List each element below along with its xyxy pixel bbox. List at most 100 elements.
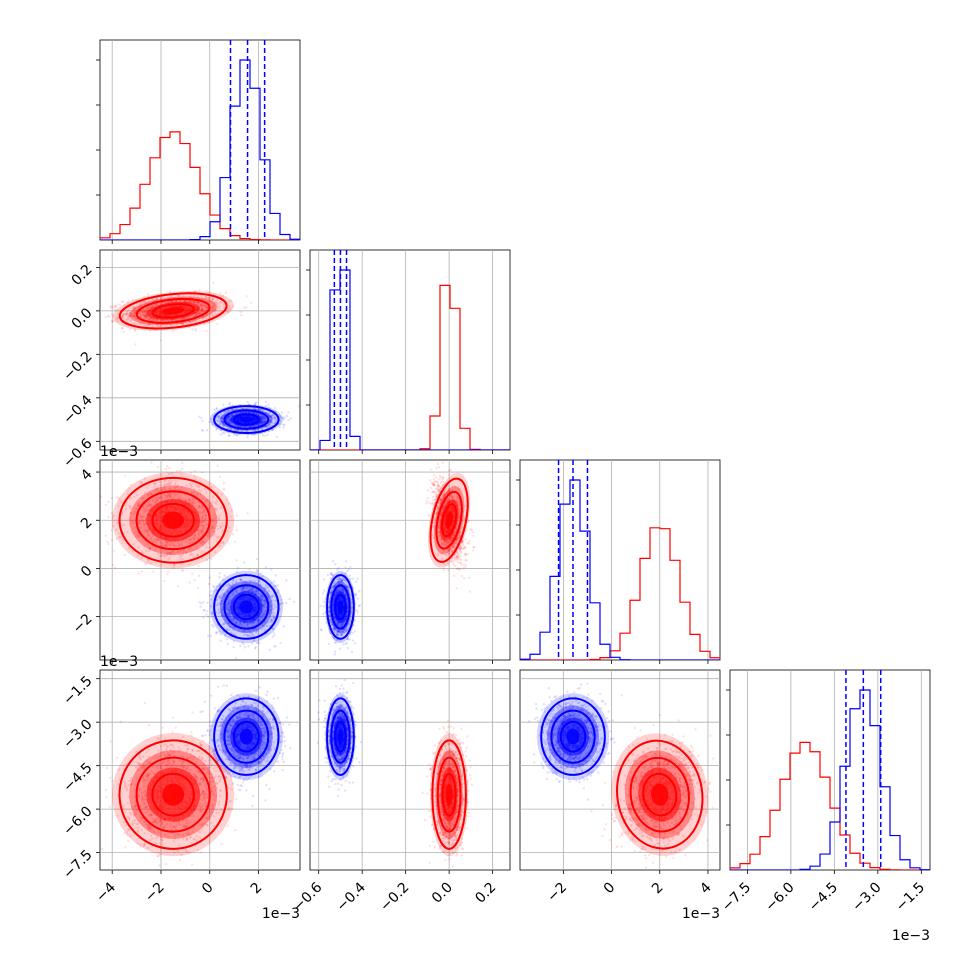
panel-2-2 xyxy=(520,460,720,660)
contour-red xyxy=(118,739,228,850)
y-tick-label: −6.0 xyxy=(60,803,95,838)
contour-blue xyxy=(550,709,596,764)
histogram-blue-0 xyxy=(100,59,300,240)
histogram-blue-2 xyxy=(520,479,720,660)
contour-blue xyxy=(559,720,587,753)
x-tick-label: −0.4 xyxy=(334,879,369,914)
density-red xyxy=(162,511,185,529)
contour-red xyxy=(135,756,211,833)
density-blue xyxy=(337,728,344,745)
density-blue xyxy=(239,600,253,614)
panel-1-0 xyxy=(100,250,300,450)
contour-blue xyxy=(326,697,355,776)
x-tick-label: −0.2 xyxy=(377,880,412,915)
density-red xyxy=(445,511,453,529)
y-tick-label: −1.5 xyxy=(60,673,95,708)
histogram-red-3 xyxy=(730,741,930,870)
panel-content xyxy=(100,40,930,870)
panel-frame-3-1 xyxy=(309,669,511,871)
density-red xyxy=(162,307,185,315)
density-red xyxy=(162,783,185,806)
x-tick-label: 0 xyxy=(601,880,619,898)
y-tick-label: 0 xyxy=(78,563,96,581)
contour-blue xyxy=(334,593,347,621)
contour-red xyxy=(118,292,228,330)
panel-3-2 xyxy=(520,670,720,870)
y-tick-label: −3.0 xyxy=(60,717,95,752)
contour-red xyxy=(135,490,211,551)
x-tick-label: −0.6 xyxy=(290,879,325,914)
contour-blue xyxy=(326,574,355,640)
histogram-red-2 xyxy=(520,527,720,660)
panel-3-1 xyxy=(310,670,510,870)
panel-3-3 xyxy=(730,670,930,870)
contour-blue xyxy=(213,697,280,776)
x-tick-label: −2 xyxy=(142,880,168,906)
y-tick-label: −0.6 xyxy=(60,436,95,471)
y-tick-label: −7.5 xyxy=(60,847,95,882)
panel-frame-3-0 xyxy=(99,669,301,871)
panel-0-0 xyxy=(100,40,300,240)
x-tick-label: 0.0 xyxy=(429,880,456,907)
x-scale-label: 1e−3 xyxy=(262,906,300,922)
y-tick-label: −4.5 xyxy=(60,760,95,795)
panel-2-1 xyxy=(310,460,510,660)
contour-blue xyxy=(330,709,351,764)
contour-blue xyxy=(232,593,260,621)
panel-frame-1-0 xyxy=(99,249,301,451)
x-tick-label: 2 xyxy=(248,880,266,898)
histogram-blue-3 xyxy=(730,689,930,870)
contour-blue xyxy=(334,720,347,753)
contour-red xyxy=(151,502,195,538)
contour-red xyxy=(435,490,463,550)
x-tick-label: 0.2 xyxy=(472,880,499,907)
density-blue xyxy=(337,600,344,614)
y-tick-label: 0.2 xyxy=(69,262,96,289)
panel-1-1 xyxy=(310,250,510,450)
y-tick-label: −0.2 xyxy=(60,349,95,384)
y-tick-label: −2 xyxy=(70,611,96,637)
contour-red xyxy=(431,739,467,850)
y-tick-label: 0.0 xyxy=(69,305,96,332)
x-tick-label: 2 xyxy=(649,880,667,898)
contour-red xyxy=(151,772,195,817)
panel-3-0 xyxy=(100,670,300,870)
panel-frame-3-2 xyxy=(519,669,721,871)
contour-blue xyxy=(232,720,260,753)
histogram-blue-1 xyxy=(310,269,510,450)
x-tick-label: −4.5 xyxy=(806,880,841,915)
x-tick-label: −3.0 xyxy=(849,880,884,915)
contour-blue xyxy=(223,409,270,430)
x-scale-label: 1e−3 xyxy=(892,928,930,944)
density-blue xyxy=(239,728,253,745)
contour-red xyxy=(429,477,469,563)
contour-red xyxy=(135,297,211,324)
y-scale-label: 1e−3 xyxy=(100,444,138,460)
contour-red xyxy=(616,739,704,850)
y-tick-label: −0.4 xyxy=(60,392,95,427)
contour-blue xyxy=(213,574,280,640)
x-scale-label: 1e−3 xyxy=(682,906,720,922)
x-tick-label: −6.0 xyxy=(762,880,797,915)
contour-red xyxy=(642,772,678,817)
panel-2-0 xyxy=(100,460,300,660)
y-scale-label: 1e−3 xyxy=(100,654,138,670)
contour-blue xyxy=(330,584,351,630)
density-red xyxy=(445,783,453,806)
x-tick-label: −7.5 xyxy=(719,880,754,915)
contour-red xyxy=(436,756,462,833)
y-tick-label: 4 xyxy=(78,466,96,484)
panel-frame-3-3 xyxy=(729,669,931,871)
contour-red xyxy=(151,303,195,319)
contour-red xyxy=(441,772,457,817)
panel-frame-2-0 xyxy=(99,459,301,661)
density-blue xyxy=(566,728,580,745)
y-tick-label: 2 xyxy=(78,515,96,533)
x-tick-label: 0 xyxy=(199,880,217,898)
x-tick-label: −4 xyxy=(93,879,119,905)
x-tick-label: −1.5 xyxy=(893,880,928,915)
contour-blue xyxy=(213,405,280,434)
contour-red xyxy=(629,756,690,833)
contour-blue xyxy=(232,413,260,426)
x-tick-label: −2 xyxy=(544,880,570,906)
